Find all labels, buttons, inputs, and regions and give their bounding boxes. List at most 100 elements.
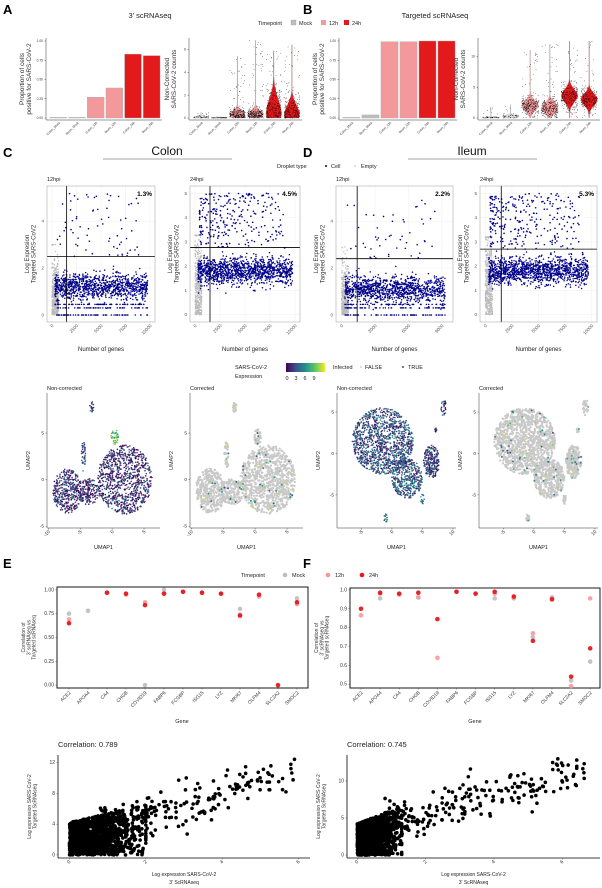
empty-droplet-point (197, 256, 199, 258)
data-point (258, 109, 260, 111)
data-point (564, 88, 565, 89)
data-point (537, 115, 539, 116)
data-point (290, 113, 292, 115)
y-tick-label: 0.75 (37, 58, 44, 62)
data-point (545, 52, 546, 54)
data-point (588, 115, 590, 117)
empty-droplet-point (52, 285, 54, 287)
data-point (555, 100, 557, 102)
data-point (574, 88, 576, 89)
data-point (252, 114, 254, 116)
data-point (591, 105, 593, 107)
cell-point (73, 287, 75, 289)
cell-point (110, 297, 113, 299)
data-point (549, 114, 551, 116)
data-point (200, 115, 201, 117)
data-point (294, 101, 296, 103)
data-point (270, 102, 271, 104)
cell-point (132, 285, 134, 287)
data-point (285, 101, 286, 103)
data-point (530, 100, 532, 102)
data-point (550, 110, 552, 111)
data-point (293, 115, 295, 117)
cell-point (110, 303, 113, 306)
data-point (262, 113, 264, 114)
data-point (212, 117, 214, 119)
cell-point (122, 298, 125, 301)
data-point (242, 101, 244, 103)
cell-point (129, 297, 132, 300)
cell-point (69, 274, 71, 276)
data-point (523, 104, 524, 106)
data-point (562, 96, 564, 97)
cell-point (137, 284, 139, 287)
cell-point (143, 297, 145, 300)
cell-point (79, 278, 82, 280)
data-point (290, 115, 291, 116)
cell-point (118, 307, 121, 309)
cell-point (87, 288, 90, 290)
data-point (593, 91, 595, 92)
data-point (562, 97, 563, 99)
cell-point (87, 291, 90, 293)
cell-point (136, 291, 138, 294)
data-point (268, 100, 269, 102)
cell-point (135, 286, 137, 288)
cell-point (79, 285, 82, 288)
data-point (555, 100, 556, 102)
data-point (294, 115, 296, 117)
data-point (552, 107, 554, 109)
data-point (551, 111, 553, 112)
data-point (262, 117, 264, 119)
data-point (252, 116, 254, 117)
cell-point (82, 280, 84, 282)
data-point (275, 93, 277, 95)
data-point (547, 107, 548, 109)
data-point (569, 110, 571, 112)
data-point (576, 90, 578, 92)
data-point (488, 116, 490, 118)
data-point (273, 92, 275, 94)
data-point (570, 87, 571, 89)
empty-droplet-point (195, 289, 197, 292)
data-point (581, 103, 583, 105)
cell-point (93, 277, 96, 280)
empty-droplet-point (196, 288, 198, 290)
bar (380, 41, 399, 119)
cell-point (58, 288, 60, 290)
data-point (297, 116, 299, 118)
data-point (240, 112, 242, 114)
data-point (588, 98, 590, 100)
cell-point (95, 290, 98, 293)
data-point (545, 116, 546, 118)
data-point (270, 74, 272, 76)
data-point (551, 105, 553, 107)
cell-point (89, 276, 91, 278)
data-point (279, 97, 281, 99)
data-point (236, 115, 238, 117)
data-point (278, 105, 280, 106)
data-point (284, 114, 286, 116)
data-point (568, 50, 569, 52)
empty-droplet-point (200, 298, 203, 300)
cell-point (79, 298, 82, 301)
data-point (554, 105, 555, 107)
cell-point (221, 251, 224, 253)
cell-point (134, 303, 137, 306)
cell-point (118, 314, 121, 316)
data-point (530, 104, 531, 106)
data-point (518, 115, 519, 117)
data-point (231, 115, 233, 116)
cell-point (76, 285, 78, 287)
empty-droplet-point (52, 282, 55, 285)
cell-point (108, 199, 110, 202)
data-point (292, 104, 294, 106)
data-point (576, 88, 578, 90)
data-point (525, 111, 527, 112)
data-point (553, 109, 554, 111)
data-point (249, 108, 250, 110)
data-point (491, 117, 492, 118)
cell-point (61, 292, 64, 294)
cell-point (82, 278, 85, 280)
cell-point (82, 285, 84, 288)
